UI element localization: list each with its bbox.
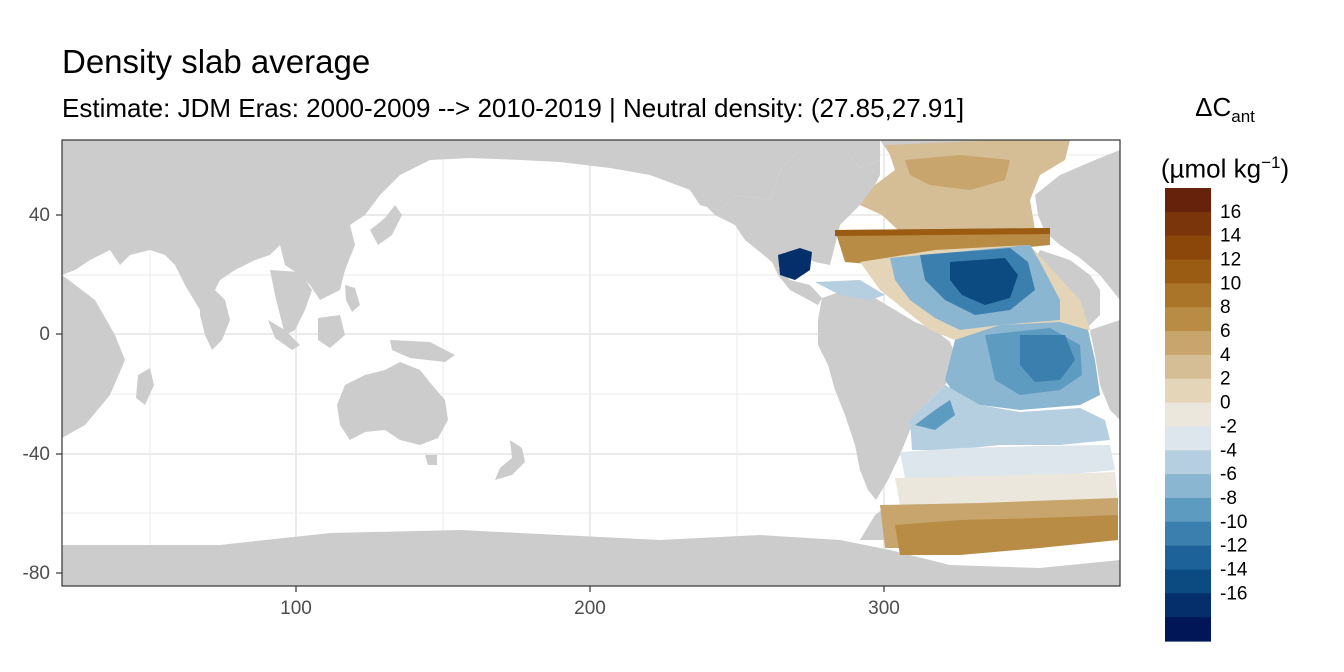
legend-swatch <box>1165 235 1211 261</box>
land-tasmania <box>425 455 437 465</box>
legend-label: 4 <box>1220 345 1231 366</box>
legend-swatch <box>1165 283 1211 308</box>
land-north-america <box>690 150 880 270</box>
region-weddell <box>895 515 1118 555</box>
legend-swatch <box>1165 617 1211 642</box>
land-philippines <box>345 285 360 312</box>
land-india <box>200 290 230 350</box>
land-antarctic-peninsula <box>860 505 888 540</box>
legend-unit-open: (µmol kg <box>1160 153 1262 184</box>
region-brazil-current <box>915 400 955 430</box>
x-tick-label: 200 <box>574 598 606 619</box>
legend-swatch <box>1165 259 1211 284</box>
land-central-america <box>772 262 822 305</box>
y-tick-label: 40 <box>29 205 50 226</box>
region-south-atlantic-neutral <box>900 445 1115 478</box>
region-south-blue-core <box>1020 335 1075 382</box>
land-eurasia <box>62 140 880 310</box>
legend-swatch <box>1165 354 1211 380</box>
land-australia <box>337 362 448 445</box>
legend-label: 2 <box>1220 369 1231 390</box>
legend-label: -12 <box>1220 536 1247 557</box>
region-acc-light <box>895 472 1118 505</box>
legend-swatch <box>1165 569 1211 594</box>
legend-swatch <box>1165 593 1211 618</box>
land-new-zealand <box>495 440 525 480</box>
region-west-south-atlantic <box>910 385 1110 450</box>
legend-label: 10 <box>1220 273 1241 294</box>
x-tick-label: 100 <box>280 598 312 619</box>
land-borneo <box>318 315 345 348</box>
plot-title: Density slab average <box>62 43 371 80</box>
land-japan <box>370 205 402 245</box>
legend-label: 8 <box>1220 297 1231 318</box>
y-tick-label: 0 <box>39 324 50 345</box>
land-europe <box>1035 150 1120 300</box>
legend-swatch <box>1165 426 1211 451</box>
legend-label: -4 <box>1220 440 1237 461</box>
land-madagascar <box>136 368 154 405</box>
legend-unit-close: ) <box>1280 153 1290 184</box>
legend-swatch <box>1165 474 1211 499</box>
legend-swatch <box>1165 497 1211 523</box>
legend-symbol: ΔC <box>1195 92 1232 122</box>
region-midlat-edge <box>835 228 1050 236</box>
legend-label: -2 <box>1220 416 1237 437</box>
x-tick-label: 300 <box>868 598 900 619</box>
legend-swatch <box>1165 211 1211 237</box>
legend-label: 12 <box>1220 250 1241 271</box>
legend-label: 16 <box>1220 202 1241 223</box>
panel-border <box>61 139 1121 587</box>
legend-label: -10 <box>1220 512 1247 533</box>
legend-swatch <box>1165 450 1211 475</box>
legend-title: ΔCant (µmol kg−1) <box>1160 84 1290 192</box>
legend-label: 6 <box>1220 321 1231 342</box>
legend-swatch <box>1165 188 1211 213</box>
region-caribbean <box>815 280 885 300</box>
legend-label: -8 <box>1220 488 1237 509</box>
legend-swatch <box>1165 545 1211 571</box>
legend-swatch <box>1165 378 1211 404</box>
legend-swatch <box>1165 402 1211 428</box>
region-north-blue-core <box>950 258 1018 305</box>
legend-label: 14 <box>1220 226 1242 247</box>
region-midlat-band <box>835 228 1050 265</box>
land-new-guinea <box>390 340 455 362</box>
region-nordic-inner <box>905 155 1010 190</box>
legend-label: -14 <box>1220 559 1248 580</box>
plot-subtitle: Estimate: JDM Eras: 2000-2009 --> 2010-2… <box>62 93 965 123</box>
y-tick-label: -80 <box>23 563 50 584</box>
legend-swatch <box>1165 521 1211 547</box>
legend-label: -16 <box>1220 583 1247 604</box>
legend-label: -6 <box>1220 464 1237 485</box>
legend-label: 0 <box>1220 393 1231 414</box>
legend-unit-sup: −1 <box>1261 153 1281 173</box>
axes: 100 200 300 40 0 -40 -80 <box>23 205 900 619</box>
legend-subscript: ant <box>1231 107 1255 127</box>
region-gulf-of-mexico <box>778 248 812 280</box>
land-sumatra <box>268 320 300 350</box>
anomaly-field <box>778 140 1118 555</box>
land-antarctica <box>62 530 1120 586</box>
y-tick-label: -40 <box>23 444 50 465</box>
land-africa-east <box>62 275 125 438</box>
land-south-america <box>818 290 960 500</box>
land-indochina <box>270 270 312 335</box>
legend-swatch <box>1165 307 1211 332</box>
land-southern-africa <box>1090 320 1120 420</box>
legend-swatch <box>1165 331 1211 356</box>
